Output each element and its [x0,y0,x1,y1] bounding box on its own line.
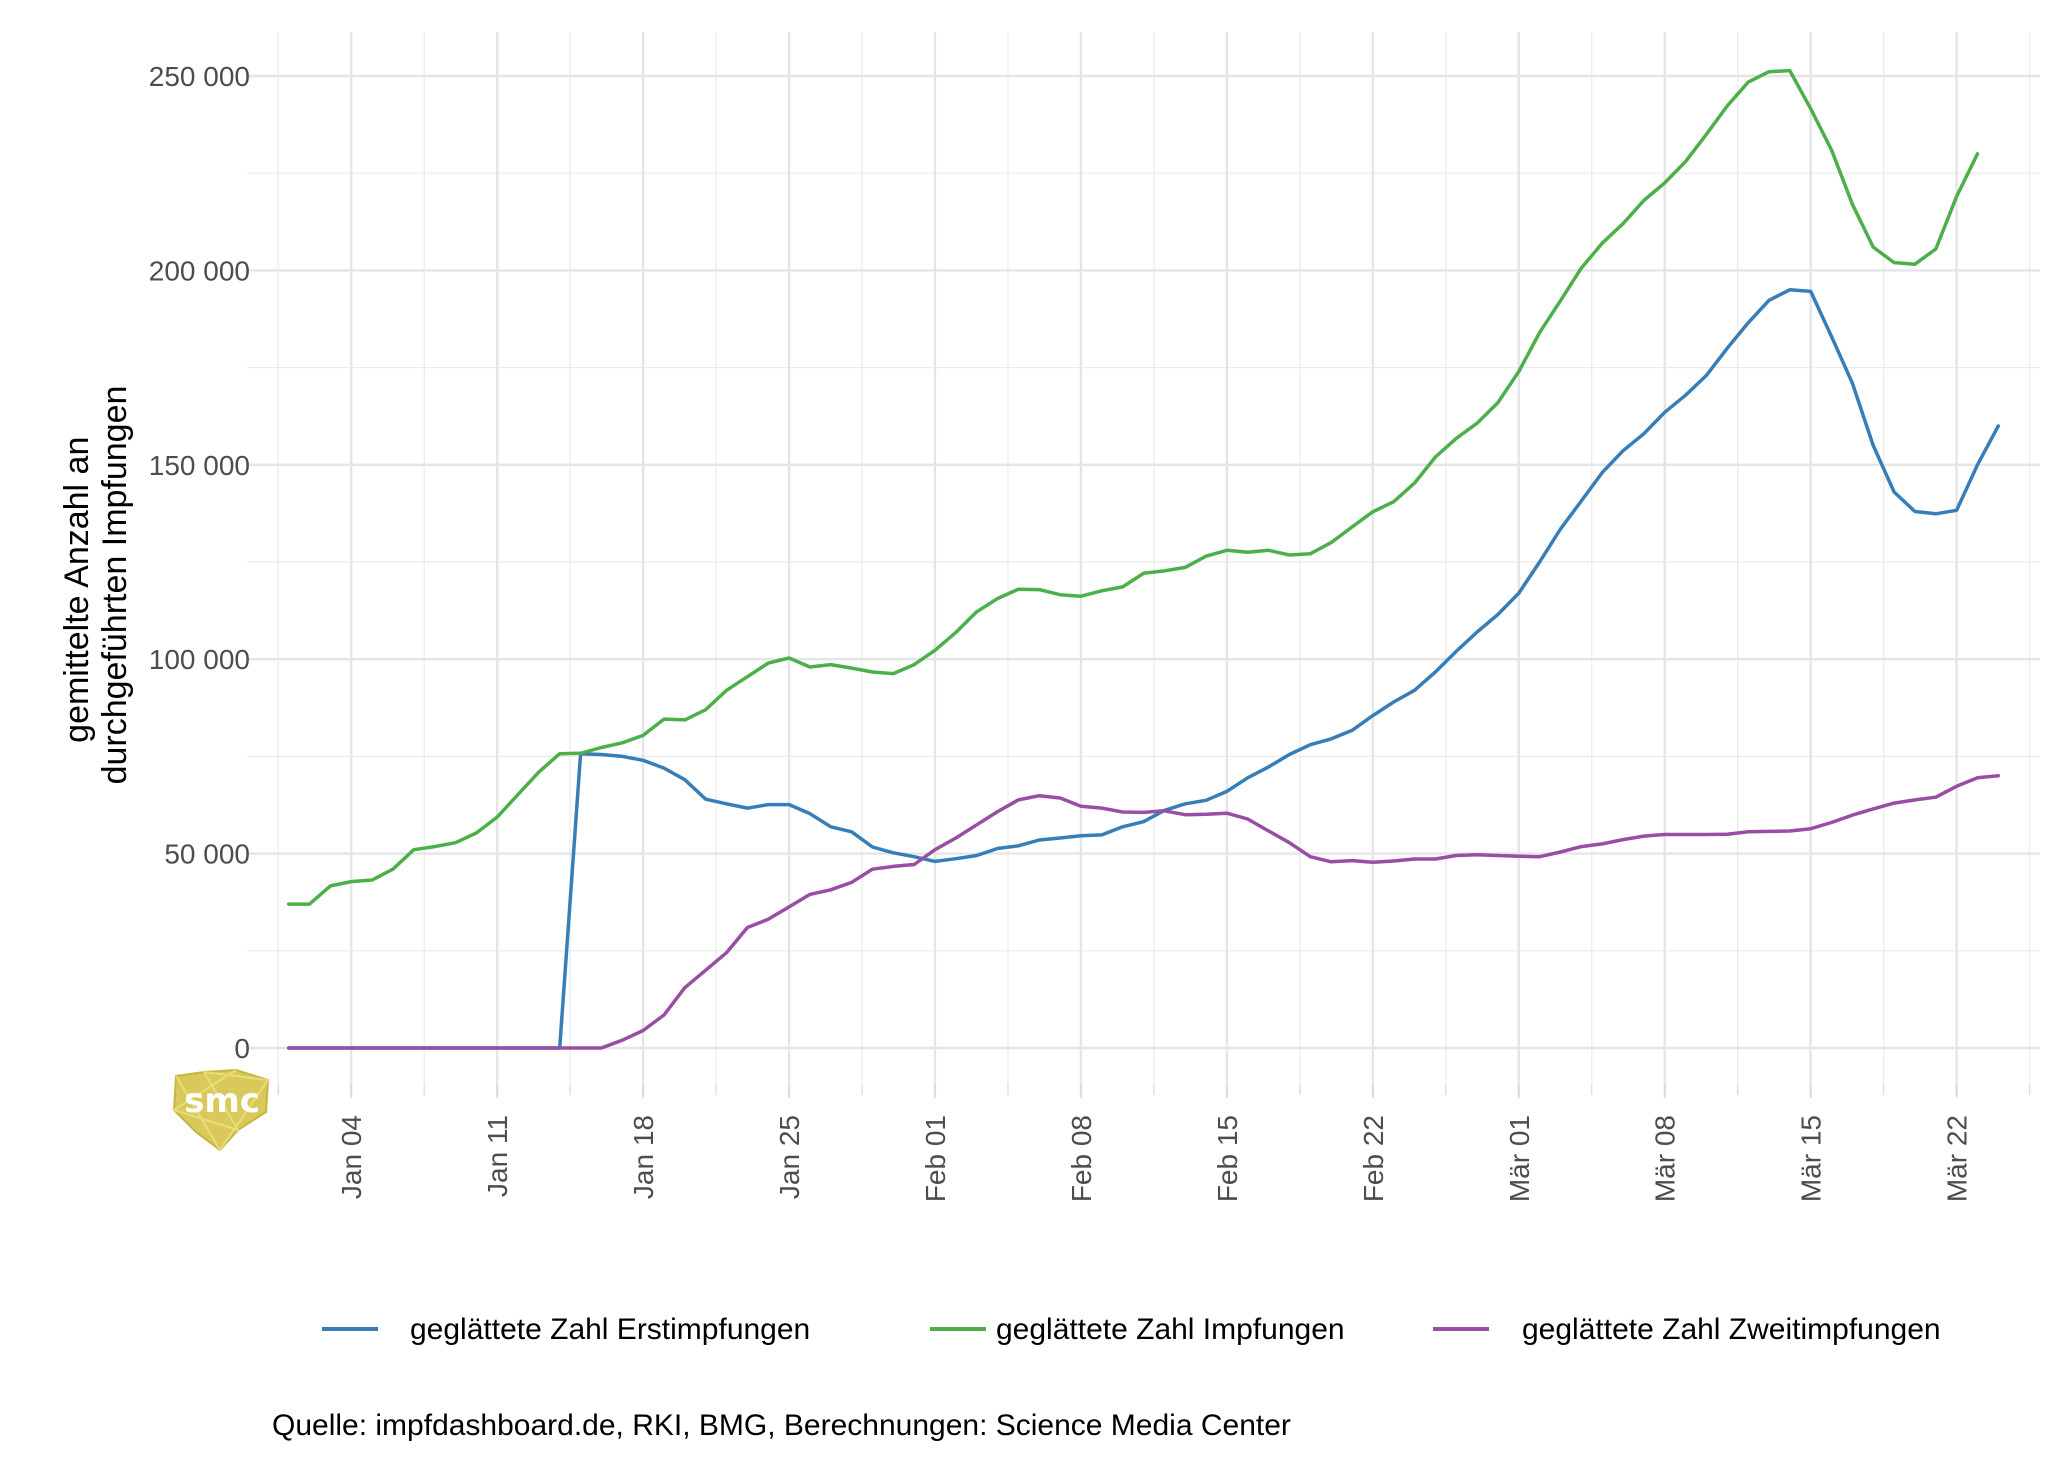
legend: geglättete Zahl Erstimpfungen geglättete… [322,1313,1941,1346]
y-axis-tick-labels: 0 50 000 100 000 150 000 200 000 250 000 [149,61,250,1064]
series-line [286,288,2001,1050]
source-caption: Quelle: impfdashboard.de, RKI, BMG, Bere… [272,1409,1291,1442]
y-axis-title: gemittelte Anzahl an durchgeführten Impf… [58,386,134,785]
legend-label-erstimpfungen: geglättete Zahl Erstimpfungen [410,1313,810,1346]
x-axis-tick-labels: Jan 04 Jan 11 Jan 18 Jan 25 Feb 01 Feb 08 Feb … [336,1115,1972,1202]
x-tick-label: Feb 15 [1212,1115,1243,1202]
series-lines [286,68,2001,1050]
x-axis-ticks [277,1085,2031,1098]
y-tick-label: 200 000 [149,255,250,286]
x-tick-label: Feb 22 [1358,1115,1389,1202]
y-tick-label: 0 [234,1033,250,1064]
x-tick-label: Mär 22 [1942,1115,1973,1202]
x-tick-label: Jan 18 [628,1115,659,1199]
smc-logo-text: smc [184,1081,260,1121]
x-tick-label: Mär 08 [1650,1115,1681,1202]
series-line [286,774,2001,1050]
minor-gridlines [247,32,2040,1095]
x-tick-label: Mär 01 [1504,1115,1535,1202]
y-tick-label: 250 000 [149,61,250,92]
series-line [286,68,1980,906]
x-tick-label: Feb 08 [1066,1115,1097,1202]
x-tick-label: Jan 11 [482,1115,513,1197]
y-axis-title-line-2: durchgeführten Impfungen [96,386,134,785]
legend-label-impfungen: geglättete Zahl Impfungen [996,1313,1345,1346]
smc-logo: smc [171,1068,270,1152]
y-axis-title-line-1: gemittelte Anzahl an [58,437,96,743]
y-tick-label: 100 000 [149,644,250,675]
legend-label-zweitimpfungen: geglättete Zahl Zweitimpfungen [1522,1313,1941,1346]
x-tick-label: Jan 04 [336,1115,367,1199]
y-tick-label: 50 000 [164,839,250,870]
x-tick-label: Mär 15 [1796,1115,1827,1202]
x-tick-label: Feb 01 [920,1115,951,1202]
x-tick-label: Jan 25 [774,1115,805,1199]
y-tick-label: 150 000 [149,450,250,481]
